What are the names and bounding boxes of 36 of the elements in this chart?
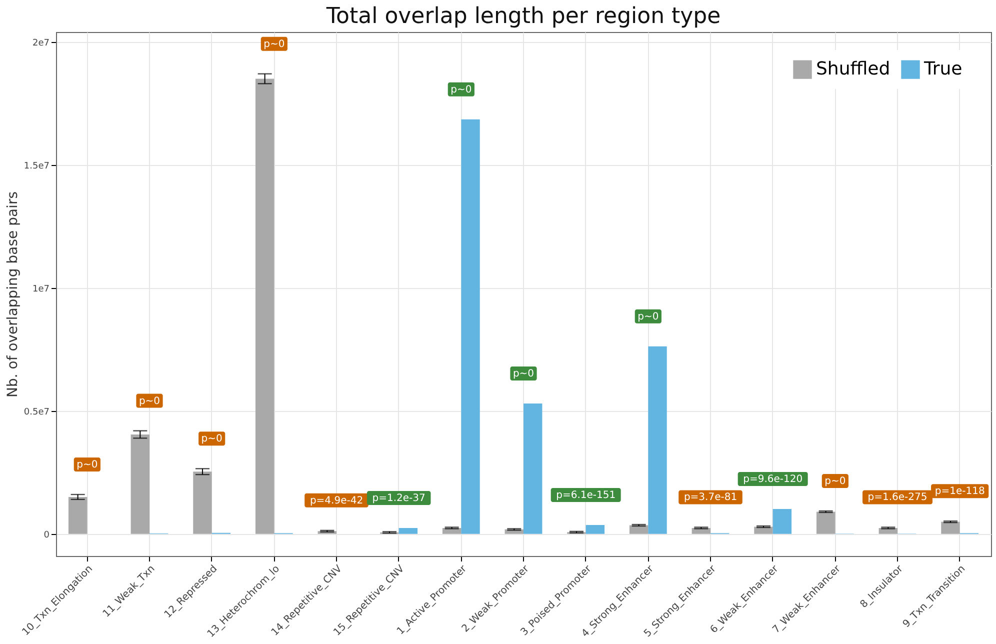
bar <box>629 525 648 534</box>
bar <box>193 472 212 534</box>
annotation: p=1e-118 <box>934 486 985 498</box>
annotation: p=1.2e-37 <box>372 492 426 504</box>
y-tick-label: 2e7 <box>32 38 50 48</box>
bar <box>255 78 274 534</box>
legend-label: Shuffled <box>816 58 890 80</box>
annotation: p~0 <box>450 84 472 96</box>
annotation: p=9.6e-120 <box>743 474 803 486</box>
y-axis-title: Nb. of overlapping base pairs <box>4 192 21 398</box>
y-tick-label: 0.5e7 <box>24 407 50 418</box>
annotation: p~0 <box>824 476 846 487</box>
bar <box>816 512 836 534</box>
legend-label: True <box>923 58 962 80</box>
bar <box>586 525 605 534</box>
annotation: p~0 <box>138 396 160 407</box>
bar <box>130 434 150 534</box>
chart-title: Total overlap length per region type <box>325 4 721 29</box>
y-tick-label: 1.5e7 <box>24 161 50 172</box>
annotation: p~0 <box>201 434 222 445</box>
annotation: p=6.1e-151 <box>556 490 616 502</box>
y-tick-label: 1e7 <box>32 284 50 294</box>
annotation: p~0 <box>264 38 285 50</box>
bar <box>941 522 960 534</box>
annotation: p~0 <box>76 460 98 470</box>
bar <box>648 346 667 534</box>
annotation: p~0 <box>512 368 534 380</box>
annotation: p~0 <box>638 311 659 322</box>
bar <box>398 528 418 534</box>
bar <box>461 119 480 534</box>
annotation: p=3.7e-81 <box>684 492 738 504</box>
bar <box>524 403 542 534</box>
annotation: p=4.9e-42 <box>310 495 364 506</box>
annotation: p=1.6e-275 <box>868 492 928 504</box>
y-tick-label: 0 <box>44 530 50 540</box>
bar <box>772 509 792 534</box>
